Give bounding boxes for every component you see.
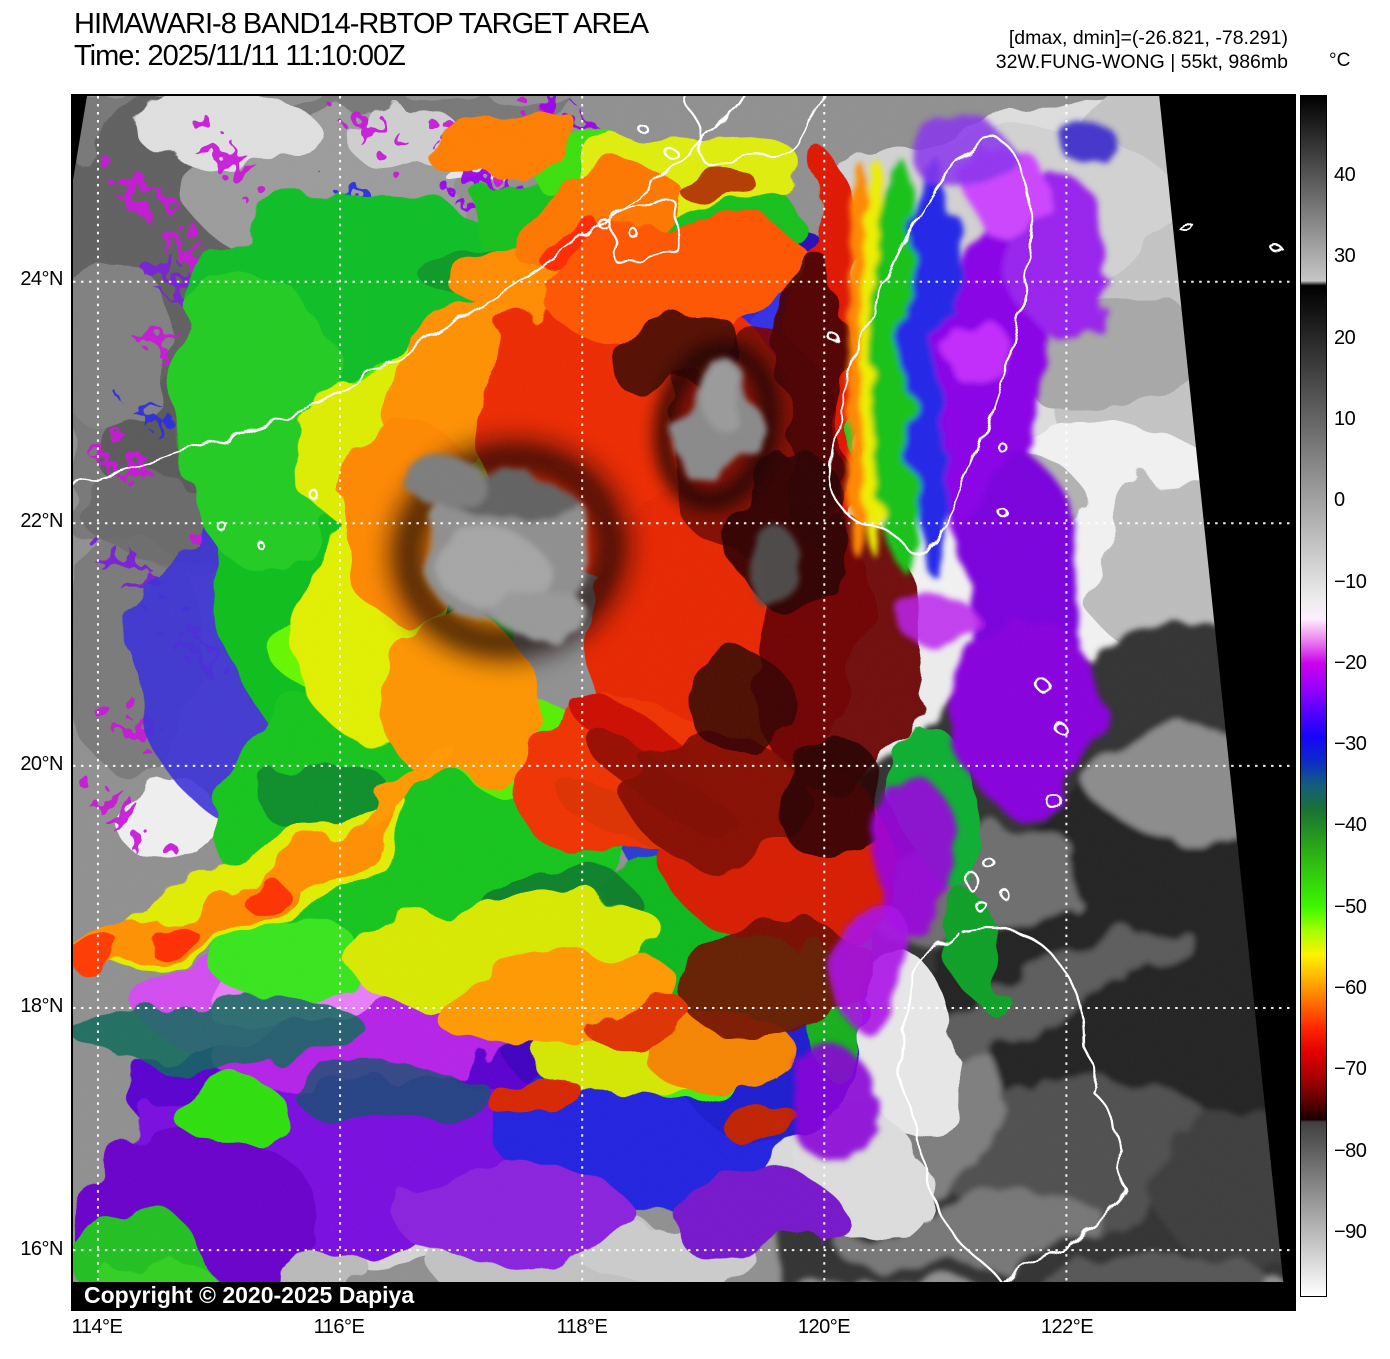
cb-tick-m70: −70 — [1334, 1058, 1367, 1080]
colorbar-unit: °C — [1329, 50, 1351, 71]
dmax-dmin-readout: [dmax, dmin]=(-26.821, -78.291) — [1008, 27, 1288, 49]
china-coastline — [73, 96, 747, 487]
copyright-bar: Copyright © 2020-2025 Dapiya — [73, 1282, 1294, 1309]
storm-info: 32W.FUNG-WONG | 55kt, 986mb — [995, 50, 1288, 73]
cb-tick-m60: −60 — [1334, 977, 1367, 999]
cb-tick-m40: −40 — [1334, 814, 1367, 836]
cb-tick-40: 40 — [1334, 164, 1356, 186]
cb-tick-20: 20 — [1334, 327, 1356, 349]
satellite-image — [73, 96, 1294, 1309]
lat-label-22n: 22°N — [20, 510, 63, 532]
colorbar — [1300, 95, 1327, 1297]
lon-label-114e: 114°E — [71, 1316, 123, 1338]
taiwan-coastline — [828, 137, 1033, 558]
lat-label-18n: 18°N — [20, 995, 63, 1017]
coastlines — [73, 96, 1283, 1309]
title-block: HIMAWARI-8 BAND14-RBTOP TARGET AREA Time… — [74, 8, 649, 72]
cb-tick-m80: −80 — [1334, 1140, 1367, 1162]
lon-label-116e: 116°E — [313, 1316, 365, 1338]
cb-tick-m90: −90 — [1334, 1221, 1367, 1243]
cb-tick-m50: −50 — [1334, 896, 1367, 918]
cb-tick-0: 0 — [1334, 489, 1345, 511]
lat-label-16n: 16°N — [20, 1238, 63, 1260]
lat-label-20n: 20°N — [20, 753, 63, 775]
timestamp: Time: 2025/11/11 11:10:00Z — [74, 40, 406, 72]
cb-tick-10: 10 — [1334, 408, 1356, 430]
cb-tick-30: 30 — [1334, 245, 1356, 267]
lat-label-24n: 24°N — [20, 268, 63, 290]
lon-label-120e: 120°E — [797, 1316, 851, 1338]
grid-lines — [73, 96, 1294, 1309]
copyright-text: Copyright © 2020-2025 Dapiya — [84, 1282, 415, 1308]
lon-label-122e: 122°E — [1040, 1316, 1094, 1338]
cb-tick-m10: −10 — [1334, 571, 1367, 593]
header-right: [dmax, dmin]=(-26.821, -78.291) 32W.FUNG… — [996, 27, 1288, 74]
cb-tick-m20: −20 — [1334, 652, 1367, 674]
lon-label-118e: 118°E — [556, 1316, 608, 1338]
map-frame: Copyright © 2020-2025 Dapiya — [71, 94, 1296, 1311]
luzon-coastline — [897, 931, 1007, 1309]
cb-tick-m30: −30 — [1334, 733, 1367, 755]
page-title: HIMAWARI-8 BAND14-RBTOP TARGET AREA — [74, 8, 649, 40]
pixel-grain-overlay — [73, 96, 1294, 1309]
